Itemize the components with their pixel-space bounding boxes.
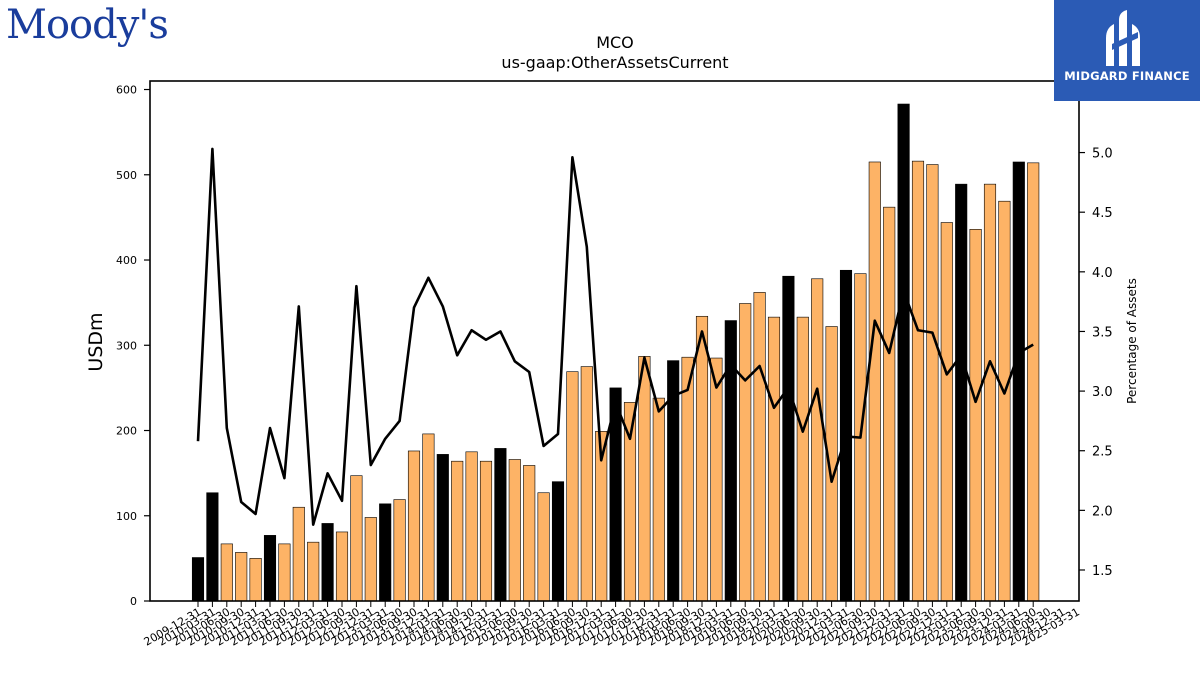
bar-quarter <box>566 371 579 602</box>
bar-quarter <box>580 366 593 602</box>
bar-annual <box>782 275 795 602</box>
y-tick-label: 100 <box>116 510 137 523</box>
bar-quarter <box>508 459 521 602</box>
bar-annual <box>191 557 205 602</box>
bar-quarter <box>537 492 550 602</box>
bar-quarter <box>307 541 320 602</box>
midgard-finance-logo: MIDGARD FINANCE <box>1054 0 1200 101</box>
bar-quarter <box>523 465 536 602</box>
bar-annual <box>724 320 737 602</box>
bar-quarter <box>969 229 982 602</box>
y2-tick-label: 4.0 <box>1092 266 1113 281</box>
bar-quarter <box>652 397 665 602</box>
line-series <box>196 147 1034 526</box>
bar-quarter <box>278 543 291 602</box>
bar-quarter <box>249 558 262 602</box>
bar-quarter <box>364 517 377 602</box>
y-axis-label: USDm <box>85 312 107 371</box>
percentage-line <box>196 147 1034 526</box>
y2-tick-label: 4.5 <box>1092 206 1113 221</box>
y2-tick-label: 2.5 <box>1092 445 1113 460</box>
bar-series <box>191 103 1040 602</box>
bar-quarter <box>940 222 953 602</box>
bar-quarter <box>796 316 809 602</box>
chart-title: MCO <box>596 33 634 52</box>
bar-quarter <box>883 206 896 602</box>
y-tick-label: 500 <box>116 169 137 182</box>
bar-quarter <box>710 357 723 602</box>
plot-frame <box>149 80 1080 602</box>
bar-quarter <box>350 475 363 602</box>
bar-quarter <box>292 506 305 602</box>
bar-quarter <box>767 316 781 602</box>
y2-tick-label: 1.5 <box>1092 564 1113 579</box>
bar-annual <box>897 103 910 602</box>
chart-subtitle: us-gaap:OtherAssetsCurrent <box>501 53 728 72</box>
bar-quarter <box>811 278 824 602</box>
bar-annual <box>551 481 565 602</box>
midgard-mark-icon <box>1106 10 1140 66</box>
bar-quarter <box>451 460 464 602</box>
bar-quarter <box>422 433 435 602</box>
y2-tick-label: 5.0 <box>1092 147 1113 162</box>
bar-quarter <box>739 303 752 602</box>
y2-tick-label: 3.0 <box>1092 385 1113 400</box>
right-axis: 1.5 2.0 2.5 3.0 3.5 4.0 4.5 5.0 <box>1079 147 1113 579</box>
bar-quarter <box>983 183 997 602</box>
bar-annual <box>1012 161 1025 602</box>
bar-annual <box>955 183 968 602</box>
y2-axis-label: Percentage of Assets <box>1125 278 1139 404</box>
y-tick-label: 600 <box>116 84 137 97</box>
bar-quarter <box>695 315 709 602</box>
bar-quarter <box>753 292 766 602</box>
bar-quarter <box>465 451 478 602</box>
bar-annual <box>379 503 392 602</box>
bar-quarter <box>335 531 349 602</box>
y-tick-label: 200 <box>116 425 137 438</box>
bar-quarter <box>393 499 406 602</box>
y-tick-label: 300 <box>116 339 137 352</box>
bar-annual <box>321 523 334 602</box>
bar-quarter <box>479 460 493 602</box>
bar-quarter <box>235 552 248 602</box>
bar-quarter <box>926 164 939 602</box>
bar-quarter <box>220 543 233 602</box>
left-axis: 0 100 200 300 400 500 600 <box>116 84 150 608</box>
bar-quarter <box>1027 162 1040 602</box>
bar-quarter <box>868 161 881 602</box>
midgard-logo-text: MIDGARD FINANCE <box>1064 69 1190 83</box>
bar-annual <box>263 535 277 602</box>
moodys-logo: Moody's <box>6 2 169 48</box>
x-axis: 2009-12-312010-03-312010-06-302010-09-30… <box>142 601 1082 649</box>
bar-quarter <box>638 356 651 602</box>
y-tick-label: 400 <box>116 254 137 267</box>
bar-quarter <box>407 450 421 602</box>
y2-tick-label: 3.5 <box>1092 325 1113 340</box>
bar-annual <box>494 448 507 602</box>
bar-quarter <box>681 356 694 602</box>
bar-annual <box>206 492 219 602</box>
y-tick-label: 0 <box>130 595 137 608</box>
bar-quarter <box>911 160 925 602</box>
y2-tick-label: 2.0 <box>1092 504 1113 519</box>
bar-annual <box>436 454 449 602</box>
bar-quarter <box>998 200 1011 602</box>
